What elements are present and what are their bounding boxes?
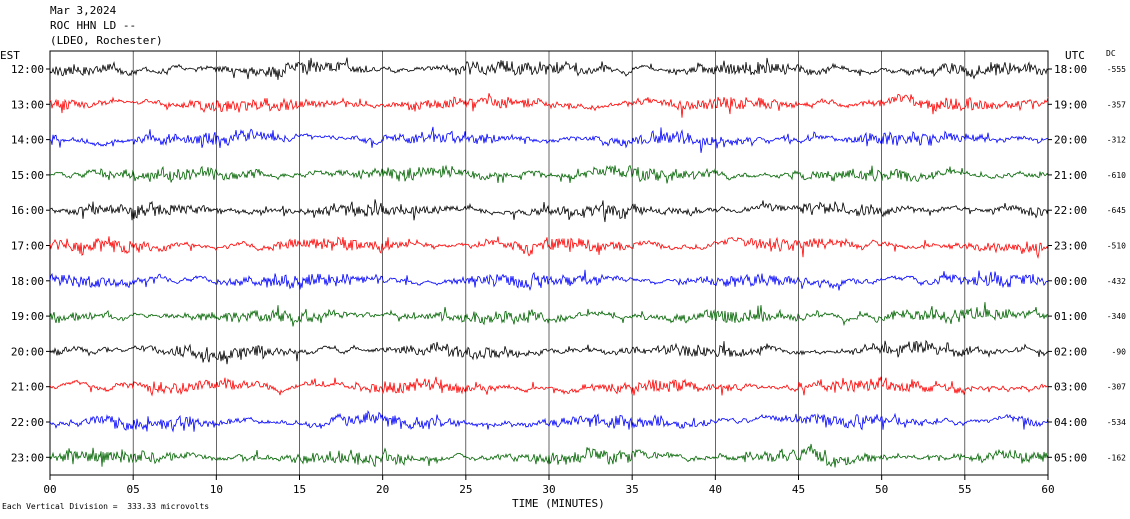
utc-hour-label: 23:00 xyxy=(1054,240,1087,253)
left-timezone-label: EST xyxy=(0,49,20,62)
trace-line-2000 xyxy=(49,339,1049,365)
utc-hour-label: 20:00 xyxy=(1054,134,1087,147)
x-tick-label: 10 xyxy=(210,483,223,496)
dc-offset-value: -534 xyxy=(1107,418,1126,427)
dc-offset-value: -610 xyxy=(1107,171,1126,180)
x-tick-label: 60 xyxy=(1041,483,1054,496)
dc-offset-value: -357 xyxy=(1107,100,1126,109)
utc-hour-label: 02:00 xyxy=(1054,345,1087,358)
x-tick-label: 25 xyxy=(459,483,472,496)
utc-hour-label: 05:00 xyxy=(1054,451,1087,464)
trace-line-1800 xyxy=(49,269,1049,292)
dc-offset-value: -432 xyxy=(1107,277,1126,286)
local-hour-label: 12:00 xyxy=(11,63,44,76)
trace-line-2300 xyxy=(49,443,1049,468)
x-axis-title: TIME (MINUTES) xyxy=(512,497,605,510)
right-timezone-label: UTC xyxy=(1065,49,1085,62)
trace-line-2200 xyxy=(49,410,1049,433)
local-hour-label: 22:00 xyxy=(11,416,44,429)
x-tick-label: 55 xyxy=(958,483,971,496)
local-hour-label: 21:00 xyxy=(11,381,44,394)
local-hour-label: 19:00 xyxy=(11,310,44,323)
trace-line-1700 xyxy=(49,236,1049,259)
local-hour-label: 18:00 xyxy=(11,275,44,288)
x-tick-label: 40 xyxy=(709,483,722,496)
trace-line-1900 xyxy=(49,302,1049,327)
dc-offset-value: -90 xyxy=(1112,347,1127,356)
local-hour-label: 15:00 xyxy=(11,169,44,182)
x-tick-label: 20 xyxy=(376,483,389,496)
dc-offset-value: -510 xyxy=(1107,242,1126,251)
chart-date: Mar 3,2024 xyxy=(50,4,117,17)
local-hour-label: 17:00 xyxy=(11,240,44,253)
utc-hour-label: 21:00 xyxy=(1054,169,1087,182)
network-name: (LDEO, Rochester) xyxy=(50,34,163,47)
local-hour-label: 13:00 xyxy=(11,98,44,111)
x-tick-label: 30 xyxy=(542,483,555,496)
dc-offset-value: -312 xyxy=(1107,136,1126,145)
trace-line-2100 xyxy=(49,376,1049,397)
utc-hour-label: 18:00 xyxy=(1054,63,1087,76)
trace-line-1200 xyxy=(49,57,1049,80)
trace-line-1400 xyxy=(49,126,1049,153)
x-tick-label: 45 xyxy=(792,483,805,496)
x-tick-label: 50 xyxy=(875,483,888,496)
trace-line-1300 xyxy=(49,93,1049,118)
x-tick-label: 35 xyxy=(626,483,639,496)
utc-hour-label: 03:00 xyxy=(1054,381,1087,394)
local-hour-label: 20:00 xyxy=(11,345,44,358)
dc-offset-header: DC xyxy=(1106,49,1116,58)
utc-hour-label: 01:00 xyxy=(1054,310,1087,323)
local-hour-label: 16:00 xyxy=(11,204,44,217)
trace-line-1500 xyxy=(49,164,1049,184)
scale-footnote: Each Vertical Division = 333.33 microvol… xyxy=(2,502,210,511)
dc-offset-value: -307 xyxy=(1107,383,1126,392)
trace-line-1600 xyxy=(49,199,1049,223)
dc-offset-value: -162 xyxy=(1107,453,1126,462)
utc-hour-label: 22:00 xyxy=(1054,204,1087,217)
dc-offset-value: -645 xyxy=(1107,206,1126,215)
utc-hour-label: 19:00 xyxy=(1054,98,1087,111)
local-hour-label: 23:00 xyxy=(11,451,44,464)
x-tick-label: 00 xyxy=(43,483,56,496)
dc-offset-value: -555 xyxy=(1107,65,1126,74)
x-tick-label: 05 xyxy=(127,483,140,496)
dc-offset-value: -340 xyxy=(1107,312,1126,321)
local-hour-label: 14:00 xyxy=(11,134,44,147)
utc-hour-label: 04:00 xyxy=(1054,416,1087,429)
x-tick-label: 15 xyxy=(293,483,306,496)
utc-hour-label: 00:00 xyxy=(1054,275,1087,288)
station-code: ROC HHN LD -- xyxy=(50,19,137,32)
